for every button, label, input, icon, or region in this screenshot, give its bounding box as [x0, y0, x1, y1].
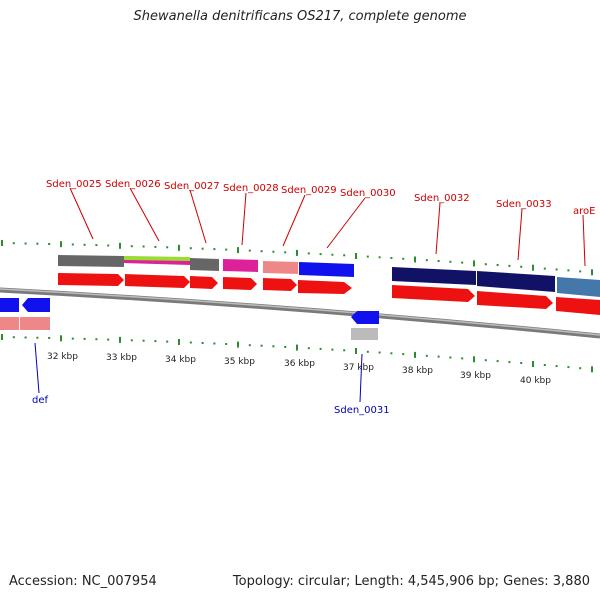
orf-feature-def[interactable] [20, 317, 50, 330]
scale-label-37kbp: 37 kbp [343, 363, 374, 373]
map-title: Shewanella denitrificans OS217, complete… [133, 9, 467, 24]
gene-label-sden-0025[interactable]: Sden_0025 [46, 179, 102, 190]
accession-text: Accession: NC_007954 [9, 574, 157, 589]
inner-tick-row [1, 334, 593, 373]
orf-feature-0029[interactable] [263, 261, 298, 274]
orf-feature-0030[interactable] [299, 262, 354, 277]
orf-feature-0032[interactable] [392, 267, 476, 285]
gene-arrow-0027[interactable] [190, 276, 218, 289]
gene-arrow-aroE[interactable] [556, 297, 600, 315]
orf-feature-0033[interactable] [477, 271, 555, 292]
gene-arrow-0032[interactable] [392, 285, 475, 302]
gene-arrow-def-left[interactable] [0, 298, 19, 312]
orf-feature-0028[interactable] [223, 259, 258, 272]
scale-label-36kbp: 36 kbp [284, 359, 315, 369]
genome-backbone-highlight [0, 288, 600, 336]
gene-label-sden-0026[interactable]: Sden_0026 [105, 179, 161, 190]
gene-arrow-0029[interactable] [263, 278, 297, 291]
orf-feature-0025[interactable] [58, 255, 124, 267]
gene-label-sden-0029[interactable]: Sden_0029 [281, 185, 337, 196]
orf-feature-aroE[interactable] [557, 277, 600, 297]
gene-arrow-0028[interactable] [223, 277, 257, 290]
gene-label-sden-0027[interactable]: Sden_0027 [164, 181, 220, 192]
gene-label-sden-0032[interactable]: Sden_0032 [414, 193, 470, 204]
gene-label-sden-0031[interactable]: Sden_0031 [334, 405, 390, 416]
gene-arrow-def[interactable] [22, 298, 50, 312]
outer-tick-row [1, 240, 593, 276]
scale-label-38kbp: 38 kbp [402, 366, 433, 376]
gene-label-aroe[interactable]: aroE [573, 206, 595, 217]
gene-arrow-0031[interactable] [351, 311, 379, 324]
gene-label-sden-0030[interactable]: Sden_0030 [340, 188, 396, 199]
gene-arrow-0030[interactable] [298, 280, 352, 294]
scale-label-32kbp: 32 kbp [47, 352, 78, 362]
orf-feature-0027[interactable] [190, 258, 219, 271]
gene-label-sden-0028[interactable]: Sden_0028 [223, 183, 279, 194]
scale-label-40kbp: 40 kbp [520, 376, 551, 386]
scale-label-33kbp: 33 kbp [106, 353, 137, 363]
gene-arrow-0033[interactable] [477, 291, 553, 309]
orf-feature-def-left[interactable] [0, 317, 19, 330]
orf-feature-0026-green[interactable] [124, 256, 190, 261]
gene-arrow-0026[interactable] [125, 274, 190, 288]
genome-summary-text: Topology: circular; Length: 4,545,906 bp… [232, 574, 590, 589]
gene-label-def[interactable]: def [32, 395, 49, 406]
gene-label-sden-0033[interactable]: Sden_0033 [496, 199, 552, 210]
reverse-label-leaders [34, 342, 363, 403]
scale-label-34kbp: 34 kbp [165, 355, 196, 365]
label-leaders [69, 187, 586, 267]
scale-label-39kbp: 39 kbp [460, 371, 491, 381]
scale-label-35kbp: 35 kbp [224, 357, 255, 367]
gene-arrow-0025[interactable] [58, 273, 124, 286]
orf-feature-0031[interactable] [351, 328, 378, 340]
genome-backbone [0, 287, 600, 339]
